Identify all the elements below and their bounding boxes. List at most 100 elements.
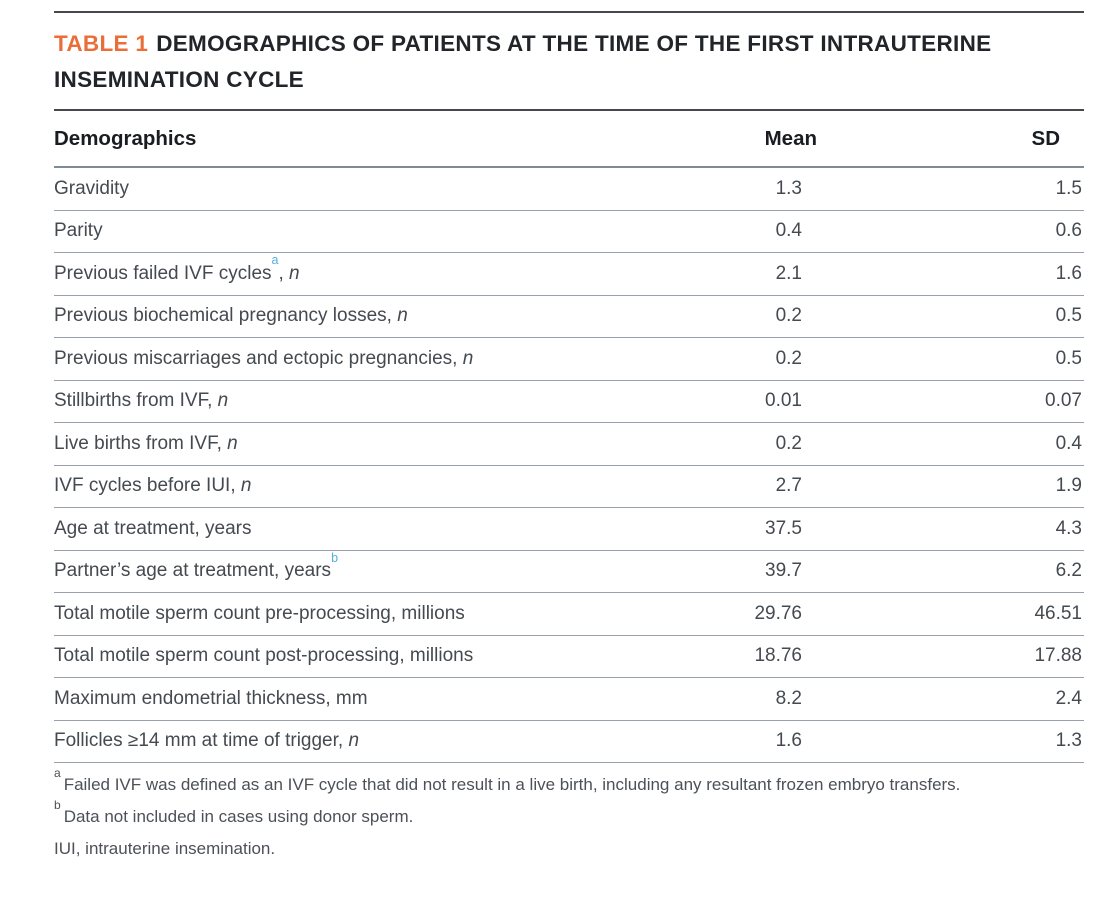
column-header-demographics: Demographics <box>54 126 197 150</box>
table-row: Live births from IVF, n 0.2 0.4 <box>54 423 1084 466</box>
sd-value: 0.07 <box>1045 390 1082 412</box>
row-label-italic-n: n <box>227 432 238 454</box>
table-figure: TABLE 1 DEMOGRAPHICS OF PATIENTS AT THE T… <box>54 0 1084 865</box>
row-label-text: Partner’s age at treatment, years <box>54 560 332 582</box>
row-label-italic-n: n <box>348 730 360 752</box>
row-label: Partner’s age at treatment, yearsb <box>54 552 672 582</box>
sd-value: 2.4 <box>1055 687 1082 709</box>
table-row: Maximum endometrial thickness, mm 8.2 2.… <box>54 678 1084 721</box>
column-header-mean: Mean <box>764 126 817 150</box>
row-label-text: Previous biochemical pregnancy losses, <box>54 305 398 327</box>
table-body: Gravidity 1.3 1.5 Parity 0.4 0.6 Previou… <box>54 168 1084 763</box>
table-row: Previous miscarriages and ectopic pregna… <box>54 338 1084 381</box>
table-row: Total motile sperm count post-processing… <box>54 636 1084 678</box>
table-row: Previous biochemical pregnancy losses, n… <box>54 296 1084 338</box>
row-label: Total motile sperm count pre-processing,… <box>54 603 672 625</box>
row-label: Stillbirths from IVF, n <box>54 390 672 412</box>
table-row: Previous failed IVF cyclesa, n 2.1 1.6 <box>54 253 1084 296</box>
footnote-line: IUI, intrauterine insemination. <box>54 833 1044 865</box>
column-header-sd: SD <box>1031 126 1060 150</box>
mean-value: 29.76 <box>754 602 802 624</box>
row-label-text: Previous miscarriages and ectopic pregna… <box>54 347 463 369</box>
footnote-marker-superscript: b <box>331 550 339 565</box>
row-label-italic-n: n <box>397 305 408 327</box>
mean-value: 0.2 <box>775 305 802 327</box>
footnote-text: Failed IVF was defined as an IVF cycle t… <box>63 775 961 794</box>
row-label-text: Follicles ≥14 mm at time of trigger, <box>54 730 349 752</box>
mean-value: 1.6 <box>775 730 802 752</box>
table-header-row: Demographics Mean SD <box>54 111 1084 168</box>
row-label: Previous biochemical pregnancy losses, n <box>54 305 672 327</box>
row-label-italic-n: n <box>289 262 300 284</box>
table-row: Age at treatment, years 37.5 4.3 <box>54 508 1084 551</box>
sd-value: 4.3 <box>1055 517 1082 539</box>
sd-value: 17.88 <box>1034 645 1082 667</box>
table-row: Total motile sperm count pre-processing,… <box>54 593 1084 636</box>
mean-value: 2.7 <box>775 475 802 497</box>
row-label-text: Stillbirths from IVF, <box>54 390 218 412</box>
mean-value: 18.76 <box>754 645 802 667</box>
row-label-text: Previous failed IVF cycles <box>54 262 272 284</box>
row-label-suffix: , <box>278 262 290 284</box>
footnote-marker-superscript: a <box>271 253 279 268</box>
footnote-superscript: a <box>54 766 61 781</box>
row-label: Total motile sperm count post-processing… <box>54 645 672 667</box>
row-label-text: Total motile sperm count post-processing… <box>54 645 474 667</box>
table-row: Partner’s age at treatment, yearsb 39.7 … <box>54 551 1084 593</box>
row-label-text: Total motile sperm count pre-processing,… <box>54 602 465 624</box>
mean-value: 1.3 <box>775 177 802 199</box>
table-number-label: TABLE 1 <box>54 31 149 56</box>
sd-value: 0.6 <box>1055 220 1082 242</box>
row-label: Previous miscarriages and ectopic pregna… <box>54 348 672 370</box>
title-divider-rule <box>54 109 1084 111</box>
row-label: Previous failed IVF cyclesa, n <box>54 254 672 285</box>
row-label: Live births from IVF, n <box>54 433 672 455</box>
row-label-text: IVF cycles before IUI, <box>54 475 241 497</box>
table-row: Gravidity 1.3 1.5 <box>54 168 1084 211</box>
footnote-line: bData not included in cases using donor … <box>54 798 1044 833</box>
table-row: Stillbirths from IVF, n 0.01 0.07 <box>54 381 1084 423</box>
mean-value: 37.5 <box>765 517 802 539</box>
sd-value: 1.5 <box>1055 177 1082 199</box>
row-label-text: Gravidity <box>54 177 129 199</box>
table-title-text: DEMOGRAPHICS OF PATIENTS AT THE TIME OF … <box>54 31 992 92</box>
table-row: Parity 0.4 0.6 <box>54 211 1084 253</box>
mean-value: 39.7 <box>765 560 802 582</box>
sd-value: 0.4 <box>1055 432 1082 454</box>
row-label-italic-n: n <box>462 347 474 369</box>
mean-value: 2.1 <box>775 262 802 284</box>
table-title: TABLE 1 DEMOGRAPHICS OF PATIENTS AT THE T… <box>54 26 1084 98</box>
row-label: Age at treatment, years <box>54 518 672 540</box>
sd-value: 1.3 <box>1055 730 1082 752</box>
mean-value: 0.2 <box>775 347 802 369</box>
sd-value: 1.9 <box>1055 475 1082 497</box>
row-label-italic-n: n <box>217 390 229 412</box>
top-rule <box>54 11 1084 13</box>
row-label-text: Maximum endometrial thickness, mm <box>54 687 368 709</box>
sd-value: 0.5 <box>1055 347 1082 369</box>
mean-value: 0.2 <box>775 432 802 454</box>
row-label-text: Parity <box>54 220 103 242</box>
row-label: Gravidity <box>54 178 672 200</box>
row-label: Maximum endometrial thickness, mm <box>54 688 672 710</box>
row-label-italic-n: n <box>240 475 252 497</box>
row-label: Parity <box>54 220 672 242</box>
sd-value: 6.2 <box>1055 560 1082 582</box>
mean-value: 8.2 <box>775 687 802 709</box>
footnotes: aFailed IVF was defined as an IVF cycle … <box>54 766 1044 865</box>
row-label: IVF cycles before IUI, n <box>54 475 672 497</box>
table-row: IVF cycles before IUI, n 2.7 1.9 <box>54 466 1084 508</box>
mean-value: 0.4 <box>775 220 802 242</box>
sd-value: 46.51 <box>1034 602 1082 624</box>
footnote-text: IUI, intrauterine insemination. <box>54 839 276 858</box>
mean-value: 0.01 <box>765 390 802 412</box>
footnote-superscript: b <box>54 798 61 813</box>
row-label-text: Live births from IVF, <box>54 432 228 454</box>
sd-value: 0.5 <box>1055 305 1082 327</box>
table-row: Follicles ≥14 mm at time of trigger, n 1… <box>54 721 1084 763</box>
row-label-text: Age at treatment, years <box>54 517 252 539</box>
footnote-text: Data not included in cases using donor s… <box>63 807 414 826</box>
sd-value: 1.6 <box>1055 262 1082 284</box>
row-label: Follicles ≥14 mm at time of trigger, n <box>54 730 672 752</box>
